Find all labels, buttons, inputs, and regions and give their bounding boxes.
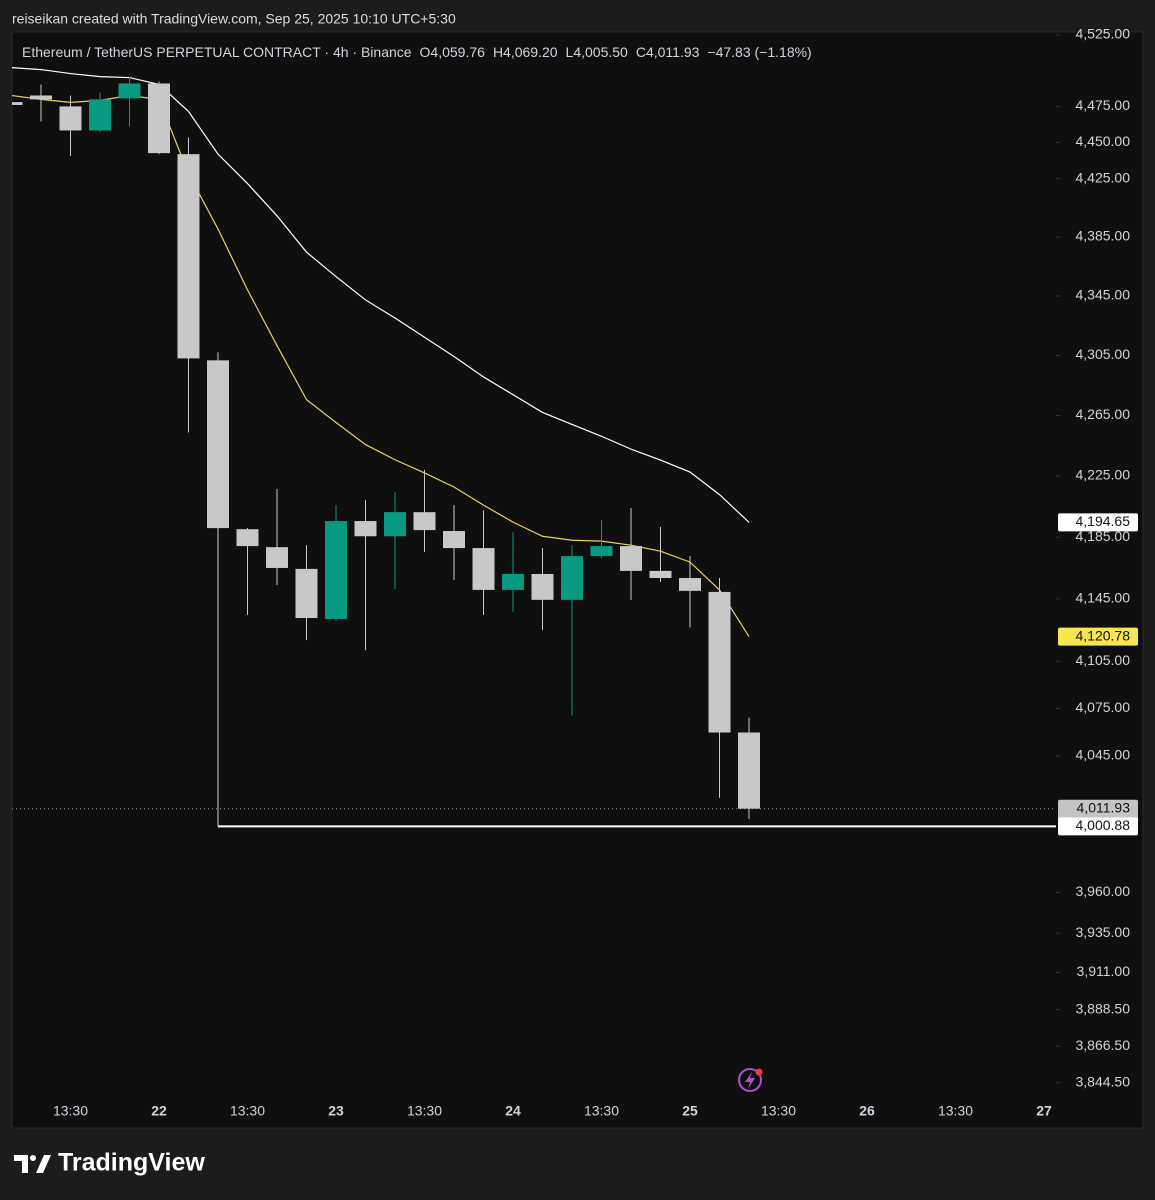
symbol-title: Ethereum / TetherUS PERPETUAL CONTRACT ·…: [22, 44, 412, 60]
price-label-box: [1058, 817, 1138, 836]
price-label-box: [1058, 627, 1138, 646]
price-label: 4,120.78: [1076, 627, 1131, 643]
candle-body: [325, 521, 347, 619]
y-tick-label: 3,960.00: [1076, 883, 1131, 899]
x-tick-label: 24: [505, 1103, 521, 1119]
y-tick-label: 4,475.00: [1076, 97, 1131, 113]
ohlc-value: O4,059.76: [419, 44, 485, 60]
y-tick-label: 3,888.50: [1076, 1000, 1131, 1016]
candle-body: [266, 547, 288, 568]
y-tick-label: 3,935.00: [1076, 924, 1131, 940]
x-tick-label: 23: [328, 1103, 344, 1119]
y-tick-label: 4,450.00: [1076, 133, 1131, 149]
x-tick-label: 13:30: [584, 1103, 619, 1119]
logo-mark: [14, 1155, 51, 1173]
candle-body: [12, 102, 23, 105]
candle-body: [295, 568, 318, 619]
candle-body: [89, 99, 111, 131]
candle-body: [236, 529, 259, 547]
y-tick-label: 3,844.50: [1076, 1073, 1131, 1089]
y-tick-label: 4,345.00: [1076, 287, 1131, 303]
candle-body: [413, 512, 436, 531]
logo-text: TradingView: [58, 1149, 205, 1177]
ohlc-value: −47.83 (−1.18%): [707, 44, 812, 60]
candle-body: [207, 360, 229, 529]
ma-line: [12, 67, 750, 523]
y-tick-label: 4,425.00: [1076, 169, 1131, 185]
y-tick-label: 4,225.00: [1076, 467, 1131, 483]
price-label-box: [1058, 513, 1138, 532]
candle-body: [118, 83, 141, 99]
x-tick-label: 25: [682, 1103, 698, 1119]
candle-body: [354, 521, 377, 537]
candle-body: [590, 546, 613, 557]
ohlc-value: C4,011.93: [635, 44, 700, 60]
candle-body: [738, 732, 760, 809]
caption: reiseikan created with TradingView.com, …: [12, 11, 456, 27]
candle-body: [148, 83, 170, 154]
y-tick-label: 4,185.00: [1076, 528, 1131, 544]
ohlc-value: H4,069.20: [492, 44, 558, 60]
price-label: 4,000.88: [1076, 817, 1131, 833]
y-tick-label: 4,075.00: [1076, 699, 1131, 715]
ohlc-value: L4,005.50: [565, 44, 628, 60]
plot-area: [12, 67, 1056, 828]
y-tick-label: 4,385.00: [1076, 228, 1131, 244]
y-tick-label: 4,045.00: [1076, 747, 1131, 763]
y-tick-label: 4,525.00: [1076, 26, 1131, 42]
alert-icon: [738, 1068, 763, 1092]
x-tick-label: 13:30: [938, 1103, 973, 1119]
y-tick-label: 3,911.00: [1077, 963, 1131, 979]
candle-body: [59, 106, 82, 131]
x-tick-label: 13:30: [230, 1103, 265, 1119]
candle-body: [502, 573, 524, 590]
candle-body: [177, 154, 200, 359]
y-tick-label: 3,866.50: [1076, 1037, 1131, 1053]
candle-body: [531, 573, 554, 600]
x-tick-label: 13:30: [761, 1103, 796, 1119]
x-tick-label: 22: [151, 1103, 167, 1119]
candle-body: [472, 548, 495, 590]
y-tick-label: 4,265.00: [1076, 406, 1131, 422]
candle-body: [649, 570, 672, 579]
price-label: 4,011.93: [1077, 799, 1131, 815]
legend: Ethereum / TetherUS PERPETUAL CONTRACT ·…: [22, 44, 812, 60]
price-label: 4,194.65: [1076, 513, 1131, 529]
x-tick-label: 13:30: [407, 1103, 442, 1119]
y-tick-label: 4,105.00: [1076, 652, 1131, 668]
candle-body: [30, 95, 52, 100]
candle-body: [443, 531, 465, 549]
x-tick-label: 26: [859, 1103, 875, 1119]
y-tick-label: 4,305.00: [1076, 346, 1131, 362]
candle-body: [679, 578, 701, 591]
candle-body: [384, 512, 406, 537]
candle-body: [561, 556, 583, 600]
candle-body: [620, 546, 642, 571]
y-tick-label: 4,145.00: [1076, 590, 1131, 606]
candle-body: [708, 591, 731, 733]
x-tick-label: 13:30: [53, 1103, 88, 1119]
x-tick-label: 27: [1036, 1103, 1052, 1119]
